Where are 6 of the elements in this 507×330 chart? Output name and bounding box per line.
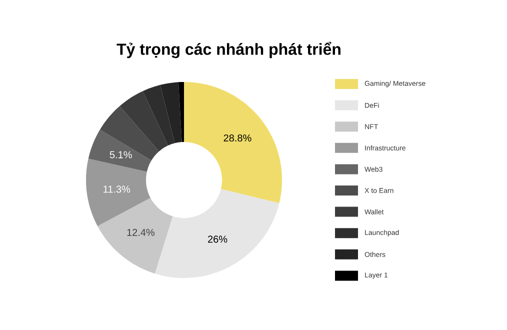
data-label: 11.3% — [104, 186, 130, 193]
data-label: 12.4% — [127, 228, 154, 236]
data-label: 28.8% — [224, 134, 252, 142]
chart-title: Tỷ trọng các nhánh phát triển — [116, 42, 340, 58]
data-label: 26% — [208, 236, 228, 243]
data-label: 5.1% — [110, 151, 132, 158]
